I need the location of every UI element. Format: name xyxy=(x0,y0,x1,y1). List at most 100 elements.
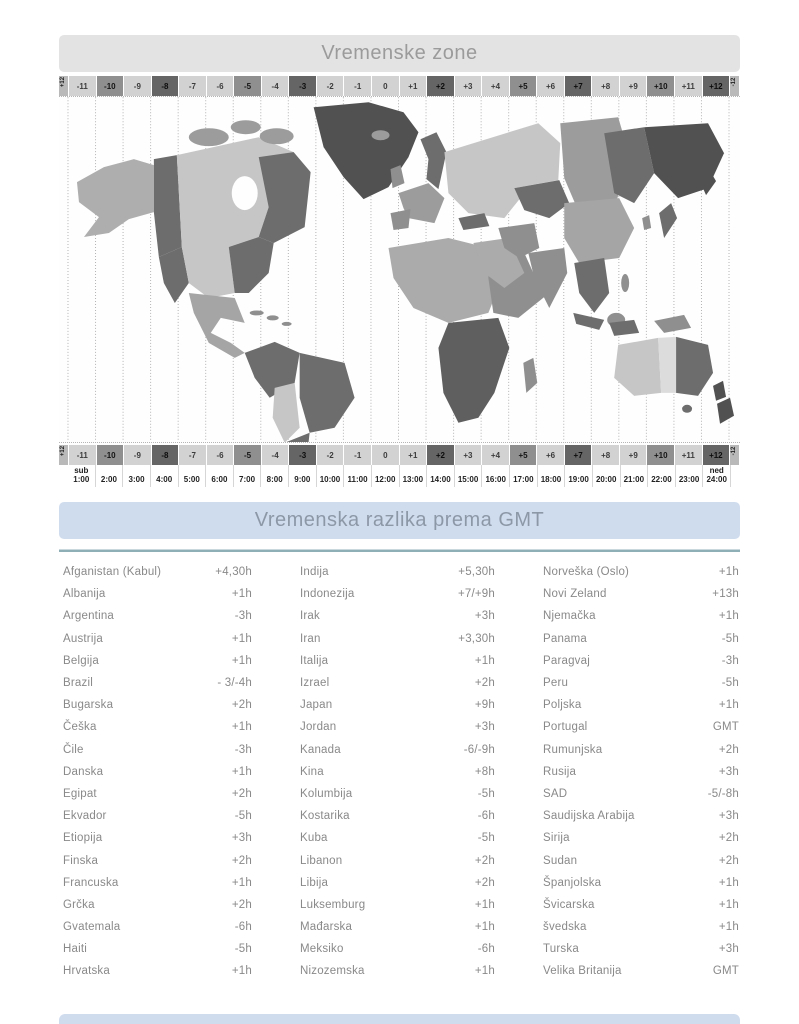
country-name: Kolumbija xyxy=(300,787,353,800)
timezone-cell: -11 xyxy=(69,76,97,96)
gmt-offset-value: -3h xyxy=(721,654,739,667)
country-name: Ekvador xyxy=(63,810,107,823)
gmt-offset-value: GMT xyxy=(712,721,739,734)
country-name: Argentina xyxy=(63,610,115,623)
country-name: Saudijska Arabija xyxy=(543,810,635,823)
timezone-cell: +6 xyxy=(537,76,565,96)
country-name: Libanon xyxy=(300,854,343,867)
hour-label: 14:00 xyxy=(430,475,451,484)
table-row: Kolumbija -5h xyxy=(296,783,495,805)
hour-cell: 23:00 xyxy=(676,465,704,487)
hour-label: 12:00 xyxy=(374,475,396,484)
map-china xyxy=(564,198,635,264)
hour-cell: 5:00 xyxy=(179,465,207,487)
country-name: Turska xyxy=(543,943,579,956)
table-row: Izrael +2h xyxy=(296,672,495,694)
timezone-edge-label: +12 xyxy=(60,445,66,457)
hour-label: 23:00 xyxy=(678,475,700,484)
map-us-west xyxy=(158,247,189,303)
gmt-offset-value: +1h xyxy=(718,699,739,712)
timezone-cell: +4 xyxy=(482,76,510,96)
hour-label: 19:00 xyxy=(568,475,589,484)
table-row: Sirija +2h xyxy=(539,827,739,849)
gmt-offset-value: +7/+9h xyxy=(457,588,495,601)
table-row: Norveška (Oslo) +1h xyxy=(539,561,739,583)
map-north-africa xyxy=(388,238,505,323)
hour-cell: ned 24:00 xyxy=(703,465,731,487)
country-name: Španjolska xyxy=(543,876,602,889)
table-row: Nizozemska +1h xyxy=(296,960,495,982)
gmt-offset-value: +1h xyxy=(231,632,252,645)
map-india xyxy=(528,248,568,308)
country-name: Indija xyxy=(300,566,329,579)
table-row: Paragvaj -3h xyxy=(539,650,739,672)
country-name: Gvatemala xyxy=(63,921,121,934)
timezone-cell: +1 xyxy=(399,445,428,465)
next-section-header-partial xyxy=(59,1014,740,1024)
gmt-offset-value: +3h xyxy=(718,765,739,778)
timezone-cell: -5 xyxy=(234,76,262,96)
country-name: Mađarska xyxy=(300,921,353,934)
timezone-cell: -2 xyxy=(316,76,345,96)
timezone-cell: 0 xyxy=(372,76,400,96)
gmt-offset-value: GMT xyxy=(712,965,739,978)
table-row: Saudijska Arabija +3h xyxy=(539,805,739,827)
map-australia-center xyxy=(658,336,677,393)
gmt-table-column-3: Norveška (Oslo) +1h Novi Zeland +13h Njemačk… xyxy=(539,561,739,983)
gmt-offset-value: -5h xyxy=(234,810,252,823)
country-name: Novi Zeland xyxy=(543,588,607,601)
table-row: Kuba -5h xyxy=(296,827,495,849)
table-row: Gvatemala -6h xyxy=(59,916,252,938)
country-name: Hrvatska xyxy=(63,965,110,978)
gmt-offset-value: +2h xyxy=(718,854,739,867)
gmt-offset-value: -6h xyxy=(477,810,495,823)
hour-label: 24:00 xyxy=(706,475,727,484)
country-name: Kanada xyxy=(300,743,341,756)
timezone-cell: -1 xyxy=(344,76,373,96)
map-uk xyxy=(390,165,405,189)
gmt-offset-value: +4,30h xyxy=(215,566,252,579)
gmt-offset-value: -6/-9h xyxy=(463,743,495,756)
hour-label: 21:00 xyxy=(623,475,645,484)
hour-cell: 9:00 xyxy=(289,465,317,487)
map-japan xyxy=(659,203,678,239)
timezone-cell: +6 xyxy=(537,445,565,465)
gmt-offset-value: -5h xyxy=(477,832,495,845)
hour-cell: 10:00 xyxy=(317,465,345,487)
timezone-cell: +12 xyxy=(702,76,731,96)
map-indonesia-east xyxy=(609,319,640,336)
gmt-offset-value: -5h xyxy=(477,787,495,800)
gmt-offset-value: +1h xyxy=(231,876,252,889)
country-name: Indonezija xyxy=(300,588,355,601)
hour-cell: 7:00 xyxy=(234,465,262,487)
table-row: Velika Britanija GMT xyxy=(539,960,739,982)
map-alaska xyxy=(76,159,154,238)
timezone-cell: -5 xyxy=(234,445,262,465)
country-name: Češka xyxy=(63,721,97,734)
table-row: Španjolska +1h xyxy=(539,872,739,894)
hour-cell: 13:00 xyxy=(400,465,428,487)
hours-row: sub 1:00 2:00 3:00 4:00 5:00 6:00 7:00 8:00 9:00 1… xyxy=(59,465,740,487)
table-row: Jordan +3h xyxy=(296,716,495,738)
table-row: Peru -5h xyxy=(539,672,739,694)
table-row: Afganistan (Kabul) +4,30h xyxy=(59,561,252,583)
gmt-offset-value: +1h xyxy=(231,721,252,734)
table-row: Novi Zeland +13h xyxy=(539,583,739,605)
map-yukon-band xyxy=(153,155,182,258)
map-new-zealand-north xyxy=(713,380,727,401)
hour-cell: 6:00 xyxy=(206,465,234,487)
timezone-cell: -6 xyxy=(206,445,235,465)
hour-cell: 18:00 xyxy=(538,465,566,487)
timezone-cell: -4 xyxy=(261,76,290,96)
timezone-cell: -4 xyxy=(261,445,290,465)
country-name: Peru xyxy=(543,677,569,690)
gmt-offset-value: -6h xyxy=(477,943,495,956)
country-name: Afganistan (Kabul) xyxy=(63,566,162,579)
map-far-east-russia xyxy=(644,123,725,199)
map-southeast-asia xyxy=(574,258,610,313)
table-row: Brazil - 3/-4h xyxy=(59,672,252,694)
map-arctic-island xyxy=(259,128,294,145)
gmt-offset-value: +1h xyxy=(718,566,739,579)
table-row: Ekvador -5h xyxy=(59,805,252,827)
